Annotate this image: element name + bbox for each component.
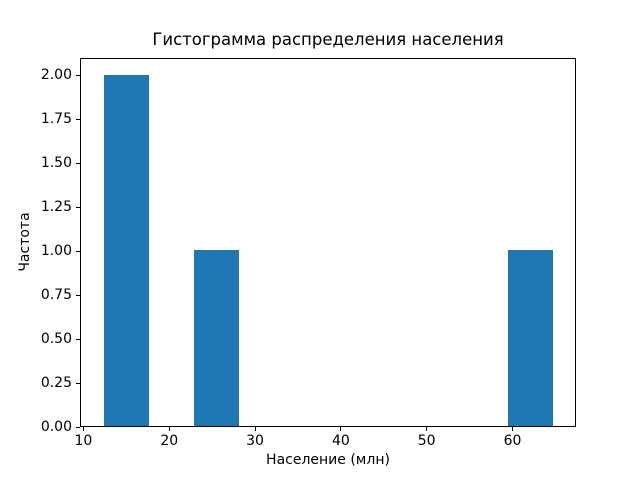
x-tick-label: 10 [74,433,93,449]
y-tick [76,338,80,340]
histogram-bar [508,250,554,426]
x-tick-label: 50 [417,433,436,449]
y-tick [76,119,80,120]
x-tick [168,427,170,431]
x-tick [254,427,256,431]
y-tick-label: 0.25 [40,374,72,391]
histogram-bar [104,74,150,426]
y-tick-label: 1.50 [40,154,72,171]
chart-title: Гистограмма распределения населения [152,30,504,49]
y-tick [76,206,80,208]
x-tick-label: 30 [246,433,264,449]
y-tick [76,162,80,164]
histogram-bar [194,250,240,426]
y-tick-label: 0.00 [40,418,72,435]
y-tick [76,294,80,296]
x-tick [511,427,513,431]
y-tick-label: 0.75 [40,286,72,303]
y-tick [76,75,80,77]
y-tick-label: 2.00 [40,67,72,84]
y-tick [76,426,80,428]
x-tick-label: 40 [331,433,350,449]
x-tick-label: 20 [160,433,179,449]
y-axis-label: Частота [17,212,33,272]
y-tick [76,250,80,252]
x-tick [340,427,342,431]
y-tick-label: 1.75 [40,111,72,127]
x-tick [426,427,428,431]
plot-area [80,58,576,427]
y-tick-label: 0.50 [40,330,72,347]
x-tick-label: 60 [503,433,522,449]
x-tick [82,427,84,431]
x-axis-label: Население (млн) [266,452,390,468]
y-tick-label: 1.00 [40,242,72,259]
y-tick [76,382,80,384]
y-tick-label: 1.25 [40,198,72,215]
